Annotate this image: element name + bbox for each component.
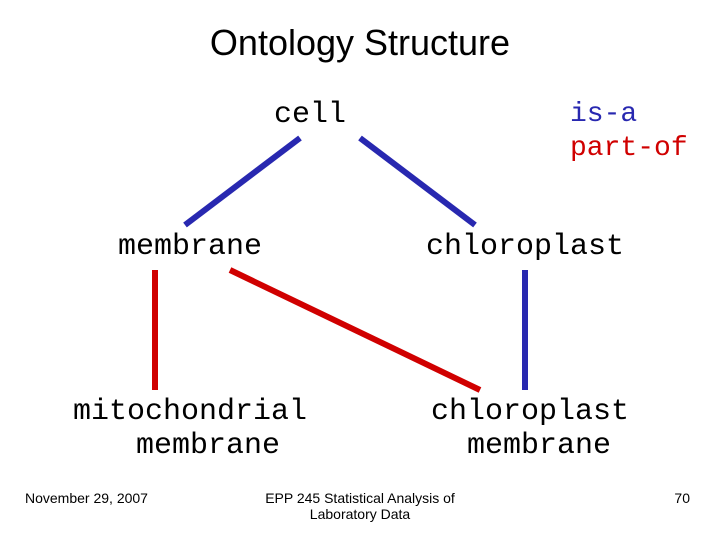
edge <box>360 138 475 225</box>
edge <box>185 138 300 225</box>
edge <box>230 270 480 390</box>
node-cell: cell <box>274 98 346 132</box>
node-membrane: membrane <box>118 230 262 264</box>
legend-part-of: part-of <box>570 132 688 166</box>
slide-title: Ontology Structure <box>0 22 720 64</box>
legend-is-a: is-a <box>570 98 688 132</box>
legend: is-a part-of <box>570 98 688 165</box>
node-chloroplast-membrane: chloroplast membrane <box>431 395 629 463</box>
node-chloroplast: chloroplast <box>426 230 624 264</box>
footer-course: EPP 245 Statistical Analysis of Laborato… <box>0 490 720 522</box>
node-mitochondrial-membrane: mitochondrial membrane <box>73 395 307 463</box>
footer-page-number: 70 <box>674 490 690 506</box>
